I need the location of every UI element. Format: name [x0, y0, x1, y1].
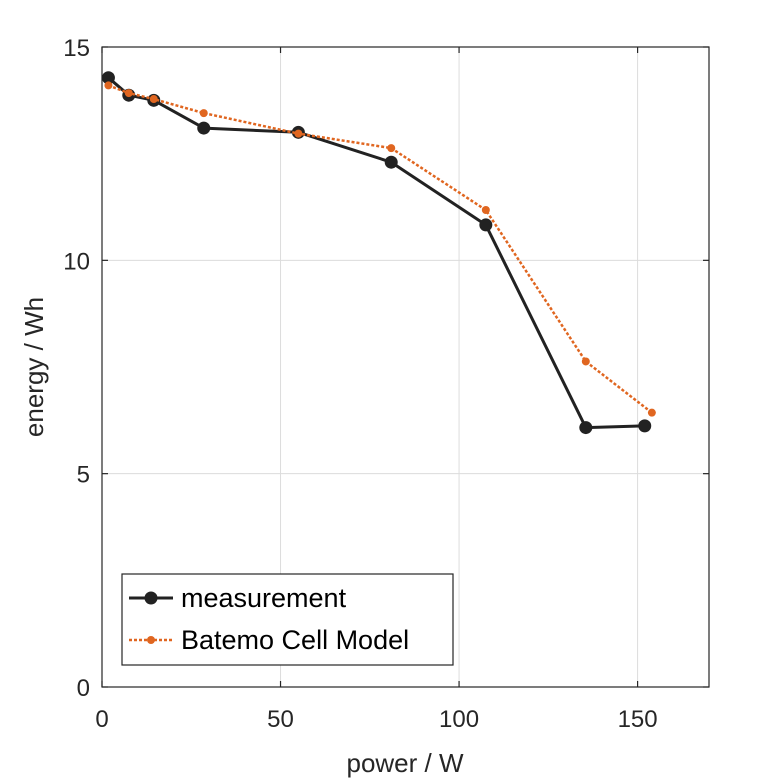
y-axis-label: energy / Wh [19, 297, 49, 437]
series-0-point [101, 71, 115, 85]
plot-frame [101, 46, 710, 688]
series-1-point [581, 357, 590, 366]
ticks: 0 50 100 150 0 5 10 15 [63, 35, 709, 733]
series-0-point [197, 121, 211, 135]
legend-marker-measurement [144, 591, 158, 605]
legend-box [121, 573, 454, 666]
series-1-point [481, 205, 490, 214]
series-1-point [104, 81, 113, 90]
series-1-point [199, 109, 208, 118]
series-0-point [579, 421, 593, 435]
y-tick-label: 15 [63, 35, 90, 62]
series-layer [101, 71, 656, 435]
series-1-point [387, 144, 396, 153]
legend-label-batemo: Batemo Cell Model [181, 625, 409, 655]
x-tick-label: 0 [95, 706, 108, 733]
series-0-point [638, 419, 652, 433]
y-tick-label: 10 [63, 248, 90, 275]
x-tick-label: 100 [439, 706, 479, 733]
x-tick-label: 150 [618, 706, 658, 733]
series-1-point [294, 129, 303, 138]
legend: measurement Batemo Cell Model [121, 573, 454, 666]
series-0-point [479, 218, 493, 232]
x-tick-label: 50 [267, 706, 294, 733]
y-tick-label: 0 [77, 675, 90, 702]
x-axis-label: power / W [346, 748, 463, 778]
series-1-point [647, 408, 656, 417]
y-tick-label: 5 [77, 462, 90, 489]
series-1-point [124, 89, 133, 98]
legend-marker-batemo [147, 636, 155, 644]
legend-label-measurement: measurement [181, 583, 347, 613]
series-1-point [149, 95, 158, 104]
series-0-point [384, 155, 398, 169]
